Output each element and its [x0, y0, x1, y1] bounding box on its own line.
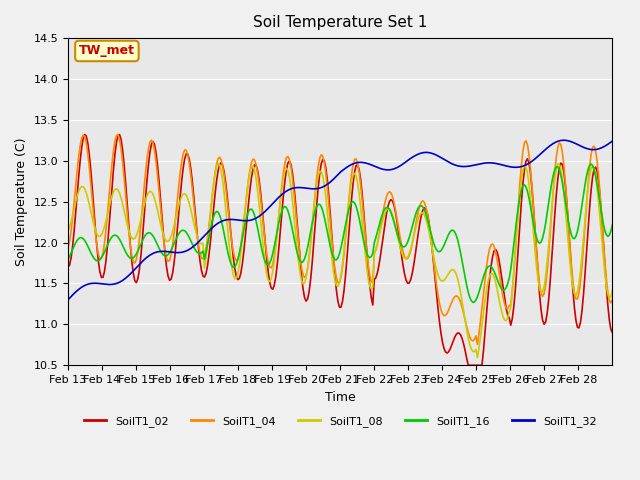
SoilT1_04: [304, 266, 312, 272]
SoilT1_02: [132, 280, 140, 286]
SoilT1_08: [255, 202, 263, 207]
SoilT1_02: [581, 271, 589, 276]
X-axis label: Time: Time: [325, 391, 356, 404]
SoilT1_32: [302, 185, 310, 191]
SoilT1_32: [244, 218, 252, 224]
SoilT1_08: [581, 216, 589, 222]
Line: SoilT1_02: SoilT1_02: [68, 134, 612, 365]
SoilT1_02: [228, 240, 236, 246]
SoilT1_02: [465, 362, 472, 368]
Text: TW_met: TW_met: [79, 45, 135, 58]
SoilT1_04: [255, 181, 263, 187]
SoilT1_16: [469, 300, 477, 305]
SoilT1_08: [304, 265, 312, 271]
SoilT1_08: [246, 168, 254, 174]
SoilT1_32: [131, 266, 139, 272]
SoilT1_08: [64, 228, 72, 234]
SoilT1_16: [64, 256, 72, 262]
SoilT1_16: [244, 209, 252, 215]
Line: SoilT1_16: SoilT1_16: [68, 164, 612, 302]
SoilT1_04: [609, 297, 616, 302]
SoilT1_02: [609, 330, 616, 336]
SoilT1_08: [228, 264, 236, 269]
SoilT1_02: [81, 132, 88, 137]
SoilT1_16: [227, 259, 234, 264]
Legend: SoilT1_02, SoilT1_04, SoilT1_08, SoilT1_16, SoilT1_32: SoilT1_02, SoilT1_04, SoilT1_08, SoilT1_…: [79, 412, 601, 432]
SoilT1_32: [609, 138, 616, 144]
SoilT1_08: [609, 288, 616, 293]
SoilT1_04: [64, 245, 72, 251]
Title: Soil Temperature Set 1: Soil Temperature Set 1: [253, 15, 428, 30]
SoilT1_04: [474, 342, 481, 348]
SoilT1_16: [609, 222, 616, 228]
Line: SoilT1_32: SoilT1_32: [68, 140, 612, 300]
SoilT1_04: [246, 167, 254, 173]
SoilT1_32: [227, 216, 234, 222]
SoilT1_16: [302, 251, 310, 257]
SoilT1_08: [214, 161, 222, 167]
SoilT1_02: [246, 187, 254, 192]
SoilT1_02: [304, 296, 312, 302]
SoilT1_16: [253, 225, 261, 231]
SoilT1_04: [581, 222, 589, 228]
SoilT1_16: [131, 253, 139, 259]
SoilT1_08: [474, 355, 481, 360]
SoilT1_32: [580, 144, 588, 150]
SoilT1_02: [255, 177, 263, 182]
Line: SoilT1_04: SoilT1_04: [68, 135, 612, 345]
Line: SoilT1_08: SoilT1_08: [68, 164, 612, 358]
Y-axis label: Soil Temperature (C): Soil Temperature (C): [15, 137, 28, 266]
SoilT1_04: [79, 132, 87, 138]
SoilT1_08: [131, 236, 139, 241]
SoilT1_16: [580, 192, 588, 197]
SoilT1_16: [588, 161, 595, 167]
SoilT1_32: [64, 297, 72, 303]
SoilT1_32: [560, 137, 568, 143]
SoilT1_32: [253, 215, 261, 220]
SoilT1_02: [64, 264, 72, 270]
SoilT1_04: [132, 257, 140, 263]
SoilT1_04: [228, 239, 236, 245]
